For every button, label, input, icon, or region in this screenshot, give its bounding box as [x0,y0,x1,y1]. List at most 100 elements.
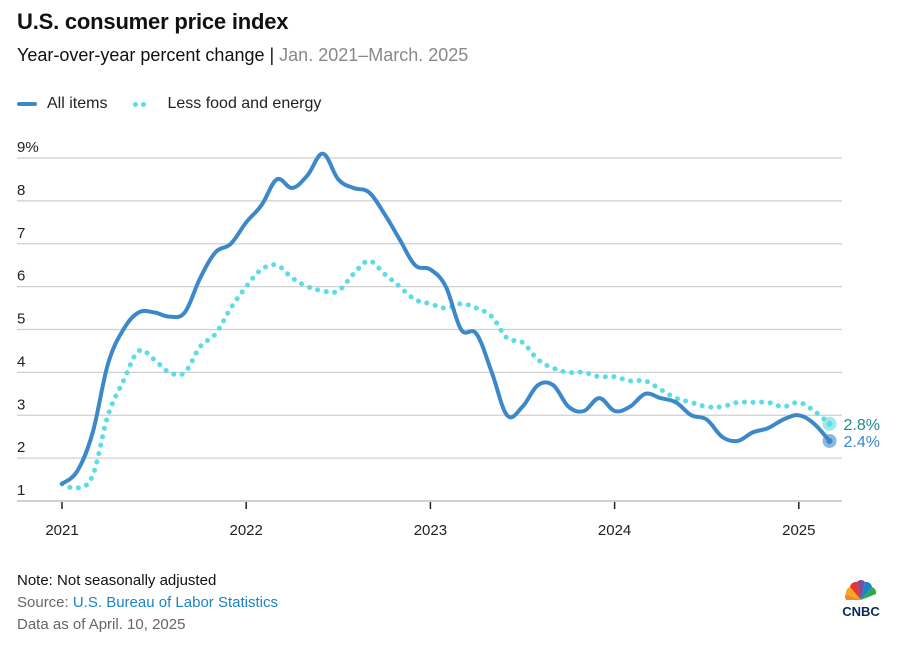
chart-subtitle: Year-over-year percent change | Jan. 202… [17,45,468,66]
data-point [550,365,556,371]
data-point [704,404,710,410]
dotted-line-swatch-icon [133,101,149,107]
x-axis: 2021 2022 2023 2024 2025 [45,502,815,539]
chart-title: U.S. consumer price index [17,9,289,34]
data-point [412,262,418,268]
data-point [581,369,587,375]
data-point [811,421,817,427]
data-point [74,468,80,474]
data-point [473,331,479,337]
series-all-items [59,151,837,487]
data-point [197,275,203,281]
data-point [550,382,556,388]
data-point [750,399,756,405]
y-tick-label: 3 [17,396,25,413]
legend-label: All items [47,95,108,112]
cnbc-logo-icon: CNBC [842,580,880,619]
data-point [213,331,219,337]
data-point [120,327,126,333]
data-point [765,425,771,431]
data-point [274,262,280,268]
data-point [259,202,265,208]
data-point [397,284,403,290]
data-point [74,485,80,491]
data-point [734,399,740,405]
data-point [780,417,786,423]
footer: Note: Not seasonally adjusted Source: U.… [17,570,278,636]
data-point [535,382,541,388]
data-point [366,189,372,195]
data-point [658,395,664,401]
data-point [443,284,449,290]
data-point [658,387,664,393]
x-tick-label: 2021 [45,522,78,539]
data-point [458,301,464,307]
data-point [305,284,311,290]
subtitle-date-range: Jan. 2021–March. 2025 [279,45,469,65]
data-point [458,327,464,333]
data-point [182,369,188,375]
data-point [274,176,280,182]
data-point [351,185,357,191]
data-point [381,271,387,277]
data-point [520,339,526,345]
data-point [642,378,648,384]
y-tick-label: 1 [17,482,25,499]
data-point [151,309,157,315]
data-point [750,429,756,435]
note-text: Note: Not seasonally adjusted [17,572,217,589]
subtitle-main: Year-over-year percent change | [17,45,280,65]
data-point [688,412,694,418]
source-prefix: Source: [17,594,73,611]
legend: All items Less food and energy [17,95,347,113]
data-point [136,309,142,315]
data-point [596,374,602,380]
data-point [612,374,618,380]
data-as-of-text: Data as of April. 10, 2025 [17,616,186,633]
data-point [535,357,541,363]
data-point [642,391,648,397]
data-point [320,288,326,294]
data-point [780,404,786,410]
data-point [566,369,572,375]
y-tick-label: 2 [17,439,25,456]
data-point [688,399,694,405]
data-point [289,275,295,281]
legend-item-all-items: All items [17,95,107,113]
end-point-dot [826,437,833,444]
data-point [59,481,65,487]
data-point [105,412,111,418]
source-link[interactable]: U.S. Bureau of Labor Statistics [72,594,278,611]
end-point-dot [826,420,833,427]
data-point [427,301,433,307]
data-point [166,314,172,320]
data-point [719,434,725,440]
gridlines [17,157,842,502]
data-point [734,438,740,444]
data-point [182,309,188,315]
legend-label: Less food and energy [167,95,322,112]
data-point [166,369,172,375]
data-point [489,314,495,320]
data-point [704,417,710,423]
y-tick-label: 8 [17,182,25,199]
y-tick-label: 6 [17,268,25,285]
y-tick-label: 9% [17,139,39,156]
y-tick-label: 5 [17,311,25,328]
data-point [289,185,295,191]
data-point [243,219,249,225]
data-point [520,404,526,410]
data-point [412,296,418,302]
data-point [213,249,219,255]
x-tick-label: 2023 [414,522,447,539]
data-point [243,284,249,290]
data-point [335,176,341,182]
data-point [504,412,510,418]
data-point [627,404,633,410]
data-point [90,472,96,478]
series-less-food-and-energy [59,258,837,491]
data-point [228,241,234,247]
data-point [320,151,326,157]
data-point [504,335,510,341]
data-point [489,369,495,375]
